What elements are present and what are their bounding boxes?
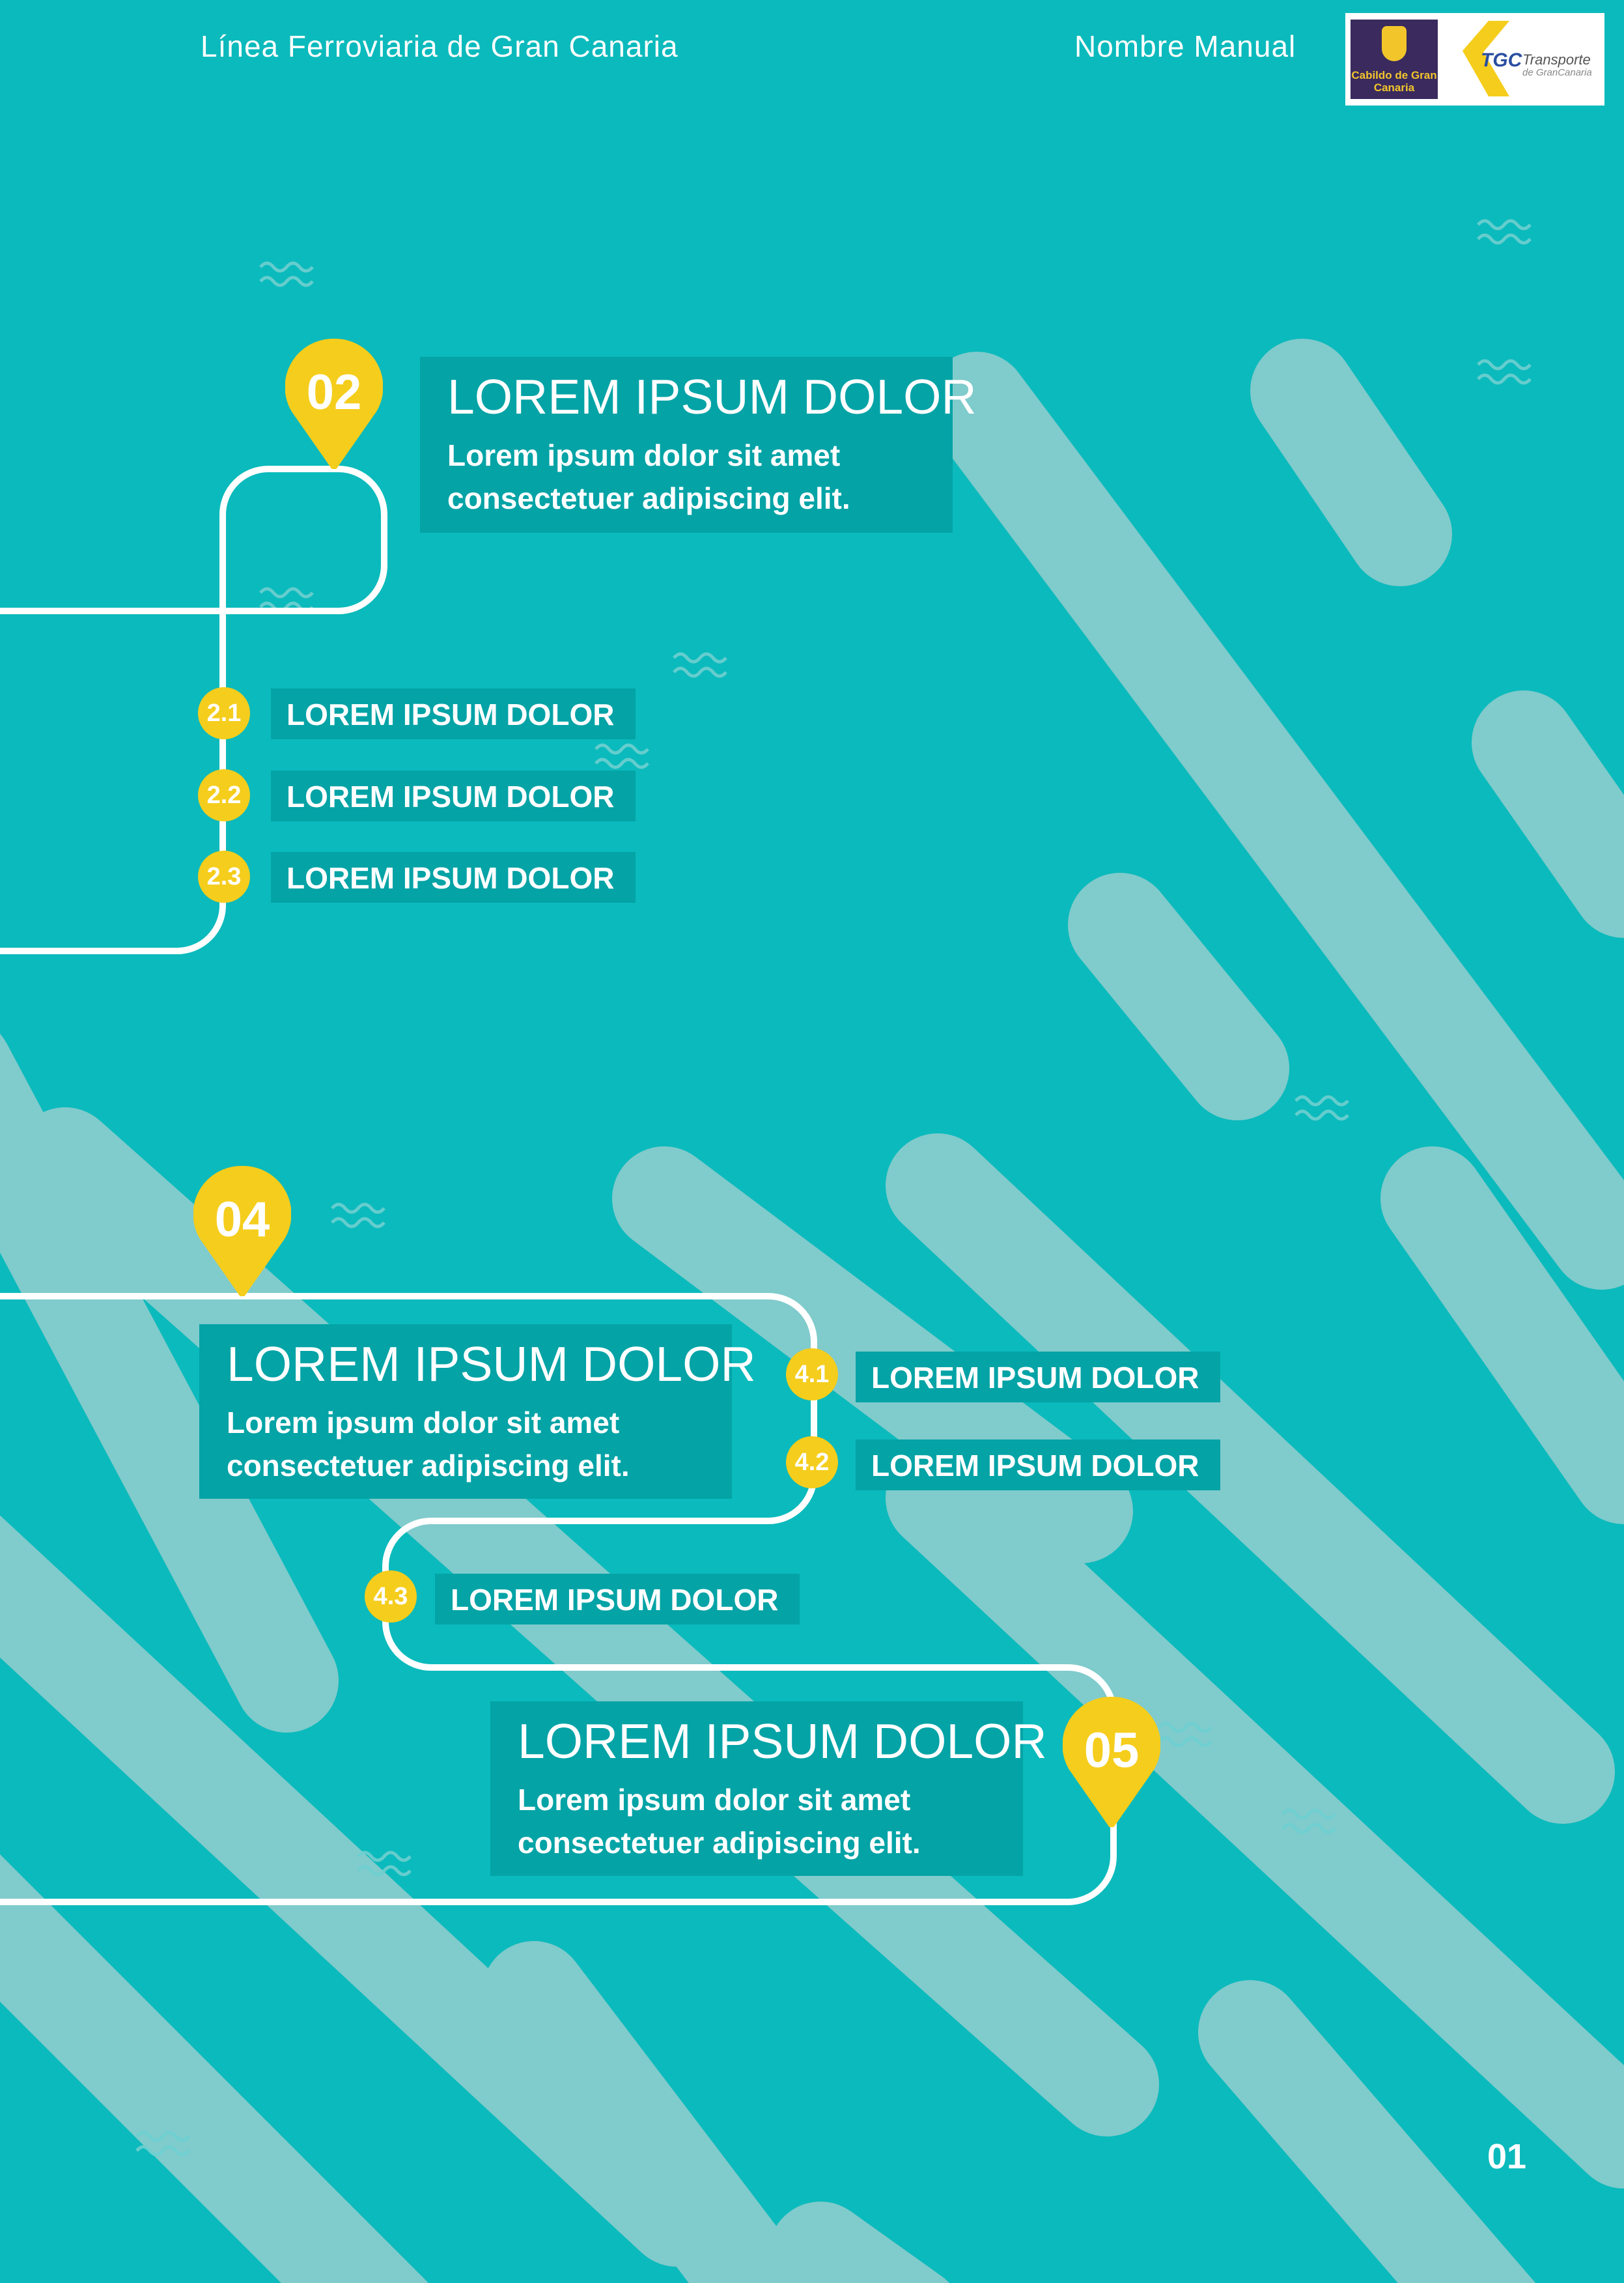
item-4-1-box: LOREM IPSUM DOLOR: [856, 1352, 1220, 1402]
item-4-1-label: LOREM IPSUM DOLOR: [871, 1361, 1199, 1395]
item-number-4-1: 4.1: [786, 1348, 838, 1400]
section-04-subtitle: Lorem ipsum dolor sit amet consectetuer …: [227, 1406, 630, 1482]
section-number-05: 05: [1084, 1723, 1140, 1778]
tgc-logo-label: TGC: [1481, 50, 1522, 71]
manual-name: Nombre Manual: [1074, 29, 1296, 63]
logos: Cabildo de Gran Canaria TGC Transporte d…: [1345, 13, 1604, 106]
item-2-1-box: LOREM IPSUM DOLOR: [271, 688, 636, 739]
item-number-2-2: 2.2: [198, 769, 250, 821]
item-2-3-box: LOREM IPSUM DOLOR: [271, 852, 636, 903]
item-4-2-label: LOREM IPSUM DOLOR: [871, 1449, 1199, 1482]
cabildo-logo: Cabildo de Gran Canaria: [1351, 20, 1438, 99]
item-4-3-box: LOREM IPSUM DOLOR: [435, 1574, 800, 1624]
item-4-2-box: LOREM IPSUM DOLOR: [856, 1439, 1220, 1490]
cabildo-logo-text: Cabildo de Gran Canaria: [1351, 69, 1437, 94]
item-2-2-label: LOREM IPSUM DOLOR: [287, 780, 615, 814]
tgc-logo-name-sub: de GranCanaria: [1522, 67, 1592, 78]
page-number: 01: [1487, 2137, 1527, 2176]
location-pin-icon: [193, 1166, 291, 1296]
section-04-box: LOREM IPSUM DOLOR Lorem ipsum dolor sit …: [199, 1324, 756, 1499]
location-pin-icon: [1063, 1697, 1160, 1827]
item-number-2-3: 2.3: [198, 851, 250, 903]
section-02-subtitle: Lorem ipsum dolor sit amet consectetuer …: [447, 438, 850, 515]
tgc-logo-mark-icon: [1463, 21, 1509, 96]
document-line-title: Línea Ferroviaria de Gran Canaria: [201, 29, 679, 63]
item-4-3-label: LOREM IPSUM DOLOR: [451, 1583, 779, 1617]
item-2-2-box: LOREM IPSUM DOLOR: [271, 771, 636, 821]
tgc-logo-name: Transporte de GranCanaria: [1522, 53, 1592, 79]
crest-icon: [1382, 26, 1407, 61]
tgc-logo-name-main: Transporte: [1522, 51, 1591, 68]
item-number-2-1: 2.1: [198, 687, 250, 739]
section-02-box: LOREM IPSUM DOLOR Lorem ipsum dolor sit …: [420, 357, 977, 533]
item-2-1-label: LOREM IPSUM DOLOR: [287, 698, 615, 731]
item-number-4-2: 4.2: [786, 1436, 838, 1488]
item-2-3-label: LOREM IPSUM DOLOR: [287, 861, 615, 895]
section-02-title: LOREM IPSUM DOLOR: [447, 369, 977, 424]
section-05-subtitle: Lorem ipsum dolor sit amet consectetuer …: [518, 1783, 921, 1860]
location-pin-icon: [285, 339, 383, 469]
section-05-box: LOREM IPSUM DOLOR Lorem ipsum dolor sit …: [490, 1701, 1047, 1876]
section-number-04: 04: [214, 1192, 270, 1247]
section-05-title: LOREM IPSUM DOLOR: [518, 1714, 1047, 1768]
section-number-02: 02: [306, 365, 362, 420]
item-number-4-3: 4.3: [365, 1570, 417, 1623]
section-04-title: LOREM IPSUM DOLOR: [227, 1337, 756, 1391]
